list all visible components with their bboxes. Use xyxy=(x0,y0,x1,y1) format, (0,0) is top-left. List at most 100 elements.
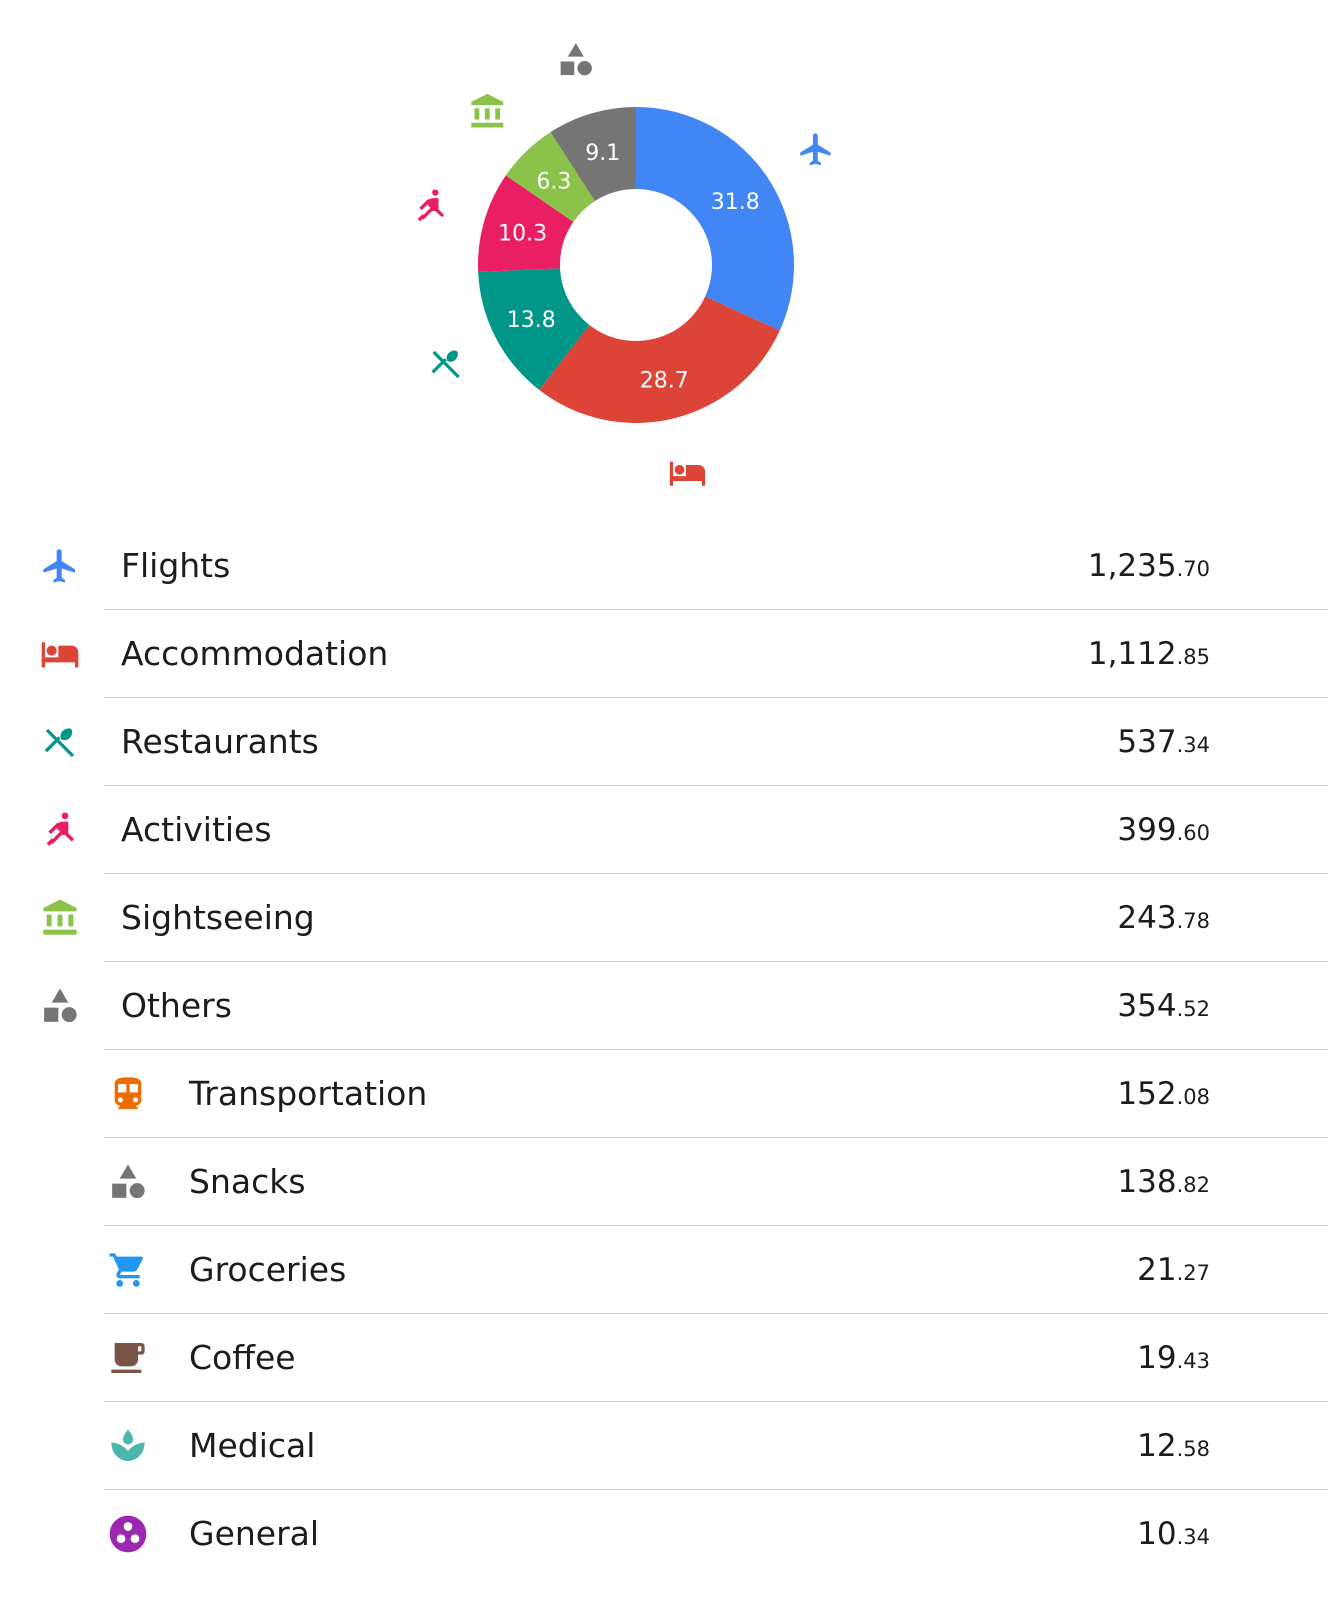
category-row[interactable]: Accommodation 1,112.85 xyxy=(0,610,1328,698)
category-list: Flights 1,235.70 Accommodation 1,112.85 Rest… xyxy=(0,522,1328,1578)
donut-icons xyxy=(417,43,831,486)
category-amount: 1,112.85 xyxy=(1088,632,1210,679)
amount-whole: 12 xyxy=(1137,1428,1177,1464)
donut-slice[interactable] xyxy=(478,175,574,272)
category-row[interactable]: Sightseeing 243.78 xyxy=(0,874,1328,962)
category-amount: 243.78 xyxy=(1117,896,1210,943)
donut-chart: 31.8 28.7 13.8 10.3 6.3 9.1 xyxy=(417,43,831,486)
row-divider xyxy=(104,1489,1328,1490)
category-row[interactable]: Medical 12.58 xyxy=(0,1402,1328,1490)
category-amount: 537.34 xyxy=(1117,720,1210,767)
train-icon xyxy=(108,1074,148,1114)
amount-cents: .58 xyxy=(1176,1437,1210,1461)
category-amount: 10.34 xyxy=(1137,1512,1210,1559)
category-amount: 152.08 xyxy=(1117,1072,1210,1119)
category-row[interactable]: Groceries 21.27 xyxy=(0,1226,1328,1314)
restaurant-icon xyxy=(40,722,80,762)
donut-labels: 31.8 28.7 13.8 10.3 6.3 9.1 xyxy=(498,141,760,394)
amount-cents: .82 xyxy=(1176,1173,1210,1197)
category-amount: 19.43 xyxy=(1137,1336,1210,1383)
amount-cents: .08 xyxy=(1176,1085,1210,1109)
amount-cents: .52 xyxy=(1176,997,1210,1021)
amount-cents: .43 xyxy=(1176,1349,1210,1373)
row-divider xyxy=(104,609,1328,610)
category-amount: 1,235.70 xyxy=(1088,544,1210,591)
row-divider xyxy=(104,873,1328,874)
coffee-icon xyxy=(108,1338,148,1378)
amount-whole: 1,112 xyxy=(1087,636,1177,672)
category-label: Medical xyxy=(189,1426,316,1465)
category-label: Others xyxy=(121,986,232,1025)
donut-slice[interactable] xyxy=(550,107,636,202)
amount-cents: .85 xyxy=(1176,645,1210,669)
amount-cents: .78 xyxy=(1176,909,1210,933)
amount-whole: 10 xyxy=(1137,1516,1177,1552)
category-label: Accommodation xyxy=(121,634,389,673)
amount-whole: 399 xyxy=(1117,812,1177,848)
slice-value-label: 6.3 xyxy=(536,169,571,194)
row-divider xyxy=(104,961,1328,962)
airplane-icon xyxy=(800,133,831,166)
donut-slice[interactable] xyxy=(505,132,595,222)
general-icon xyxy=(108,1514,148,1554)
slice-value-label: 13.8 xyxy=(507,308,556,333)
category-label: Transportation xyxy=(189,1074,428,1113)
category-row[interactable]: General 10.34 xyxy=(0,1490,1328,1578)
bed-icon xyxy=(669,461,706,486)
category-amount: 399.60 xyxy=(1117,808,1210,855)
category-row[interactable]: Transportation 152.08 xyxy=(0,1050,1328,1138)
medical-icon xyxy=(108,1426,148,1466)
shapes-icon xyxy=(108,1162,148,1202)
amount-whole: 243 xyxy=(1117,900,1177,936)
donut-inner-ring xyxy=(561,190,711,340)
category-label: General xyxy=(189,1514,320,1553)
category-amount: 12.58 xyxy=(1137,1424,1210,1471)
museum-icon xyxy=(40,898,80,938)
category-row[interactable]: Flights 1,235.70 xyxy=(0,522,1328,610)
category-label: Activities xyxy=(121,810,272,849)
category-label: Groceries xyxy=(189,1250,347,1289)
category-row[interactable]: Activities 399.60 xyxy=(0,786,1328,874)
row-divider xyxy=(104,1313,1328,1314)
category-row[interactable]: Restaurants 537.34 xyxy=(0,698,1328,786)
row-divider xyxy=(104,1137,1328,1138)
row-divider xyxy=(104,1225,1328,1226)
amount-cents: .60 xyxy=(1176,821,1210,845)
row-divider xyxy=(104,1401,1328,1402)
bed-icon xyxy=(40,634,80,674)
category-label: Snacks xyxy=(189,1162,306,1201)
donut-slice[interactable] xyxy=(478,268,590,390)
airplane-icon xyxy=(40,546,80,586)
category-label: Flights xyxy=(121,546,231,585)
category-amount: 138.82 xyxy=(1117,1160,1210,1207)
category-row[interactable]: Coffee 19.43 xyxy=(0,1314,1328,1402)
category-label: Sightseeing xyxy=(121,898,315,937)
amount-whole: 138 xyxy=(1117,1164,1177,1200)
category-label: Restaurants xyxy=(121,722,319,761)
category-row[interactable]: Others 354.52 xyxy=(0,962,1328,1050)
activity-icon xyxy=(417,189,445,222)
shapes-icon xyxy=(40,986,80,1026)
museum-icon xyxy=(471,93,504,128)
category-label: Coffee xyxy=(189,1338,296,1377)
donut-slice[interactable] xyxy=(636,107,794,331)
donut-slices xyxy=(478,107,794,423)
slice-value-label: 9.1 xyxy=(585,141,620,166)
donut-slice[interactable] xyxy=(539,296,780,423)
amount-whole: 537 xyxy=(1117,724,1177,760)
amount-cents: .70 xyxy=(1176,557,1210,581)
activity-icon xyxy=(40,810,80,850)
amount-whole: 19 xyxy=(1137,1340,1177,1376)
category-row[interactable]: Snacks 138.82 xyxy=(0,1138,1328,1226)
amount-whole: 152 xyxy=(1117,1076,1177,1112)
cart-icon xyxy=(108,1250,148,1290)
amount-whole: 1,235 xyxy=(1087,548,1177,584)
slice-value-label: 28.7 xyxy=(640,369,689,394)
slice-value-label: 10.3 xyxy=(498,221,547,246)
restaurant-icon xyxy=(431,350,460,379)
amount-whole: 21 xyxy=(1137,1252,1177,1288)
amount-cents: .27 xyxy=(1176,1261,1210,1285)
category-amount: 21.27 xyxy=(1137,1248,1210,1295)
amount-cents: .34 xyxy=(1176,733,1210,757)
shapes-icon xyxy=(560,43,592,76)
